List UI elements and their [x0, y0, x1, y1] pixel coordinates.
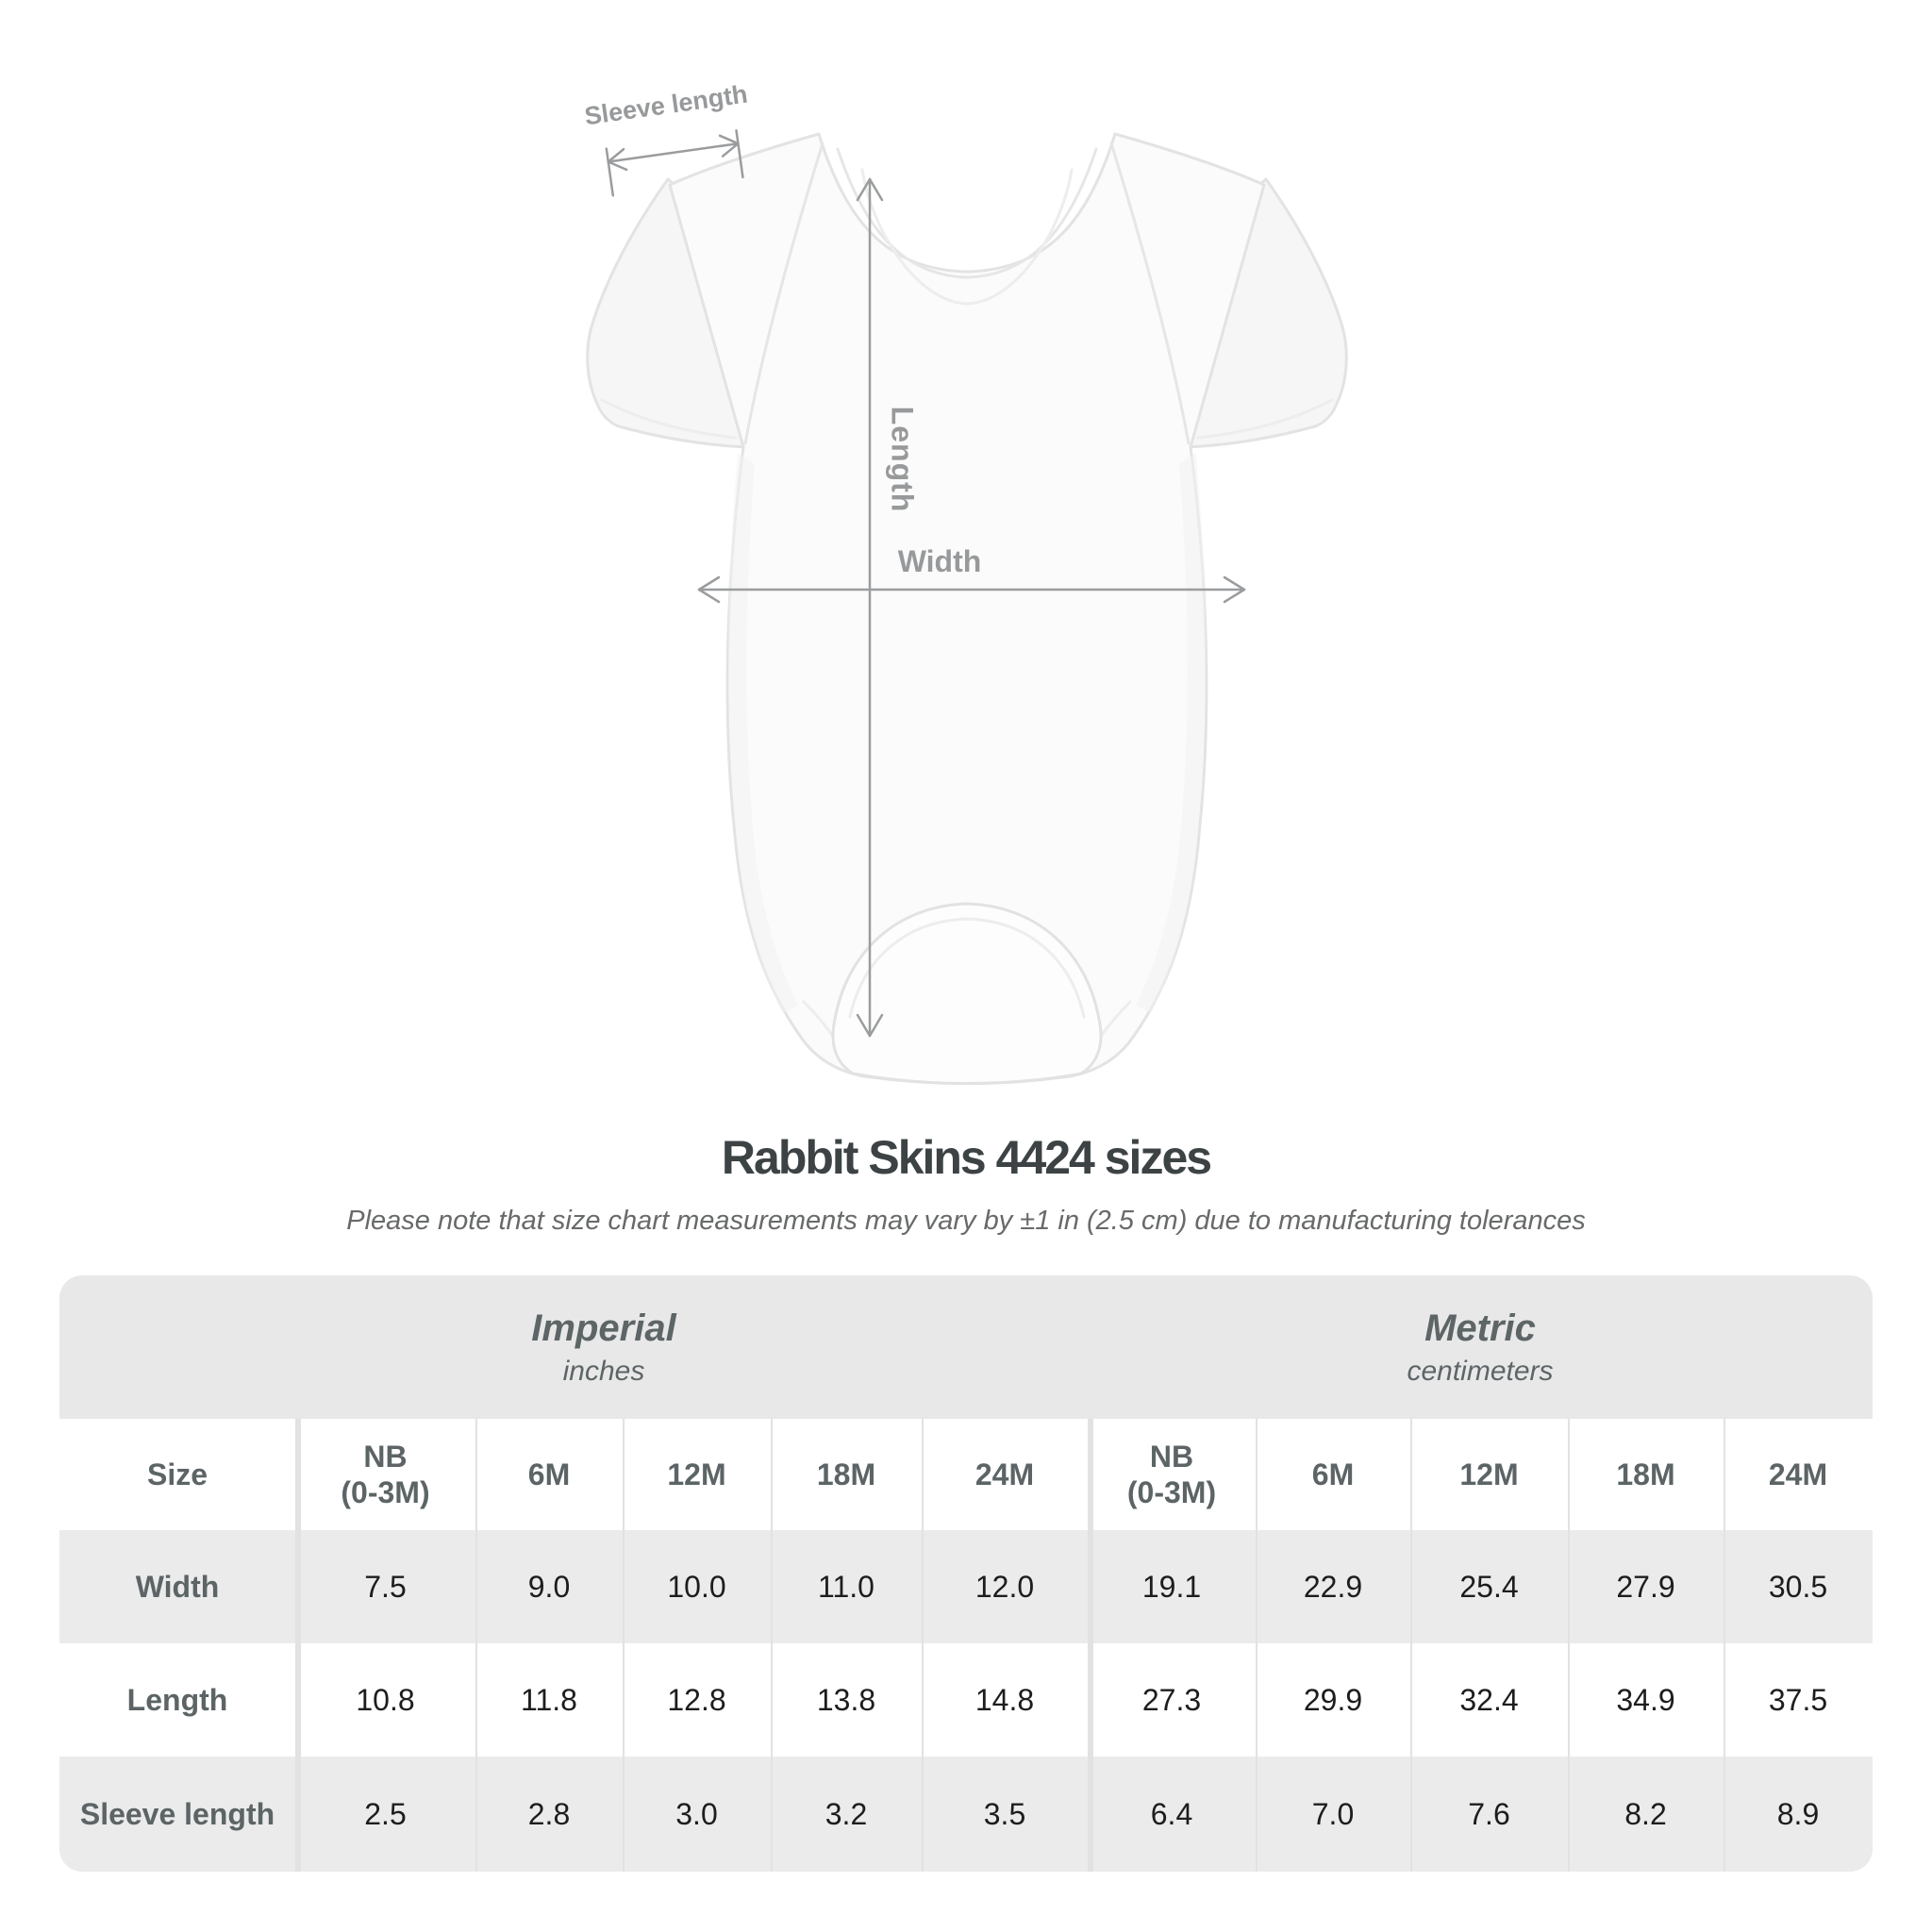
- left-sleeve: [586, 177, 762, 449]
- column-divider: [771, 1419, 773, 1872]
- col-header-nb-line2: (0-3M): [1126, 1475, 1217, 1509]
- length-arrowhead-top: [856, 177, 884, 202]
- table-cell: 10.0: [667, 1569, 726, 1604]
- col-header-imperial-24m: 24M: [974, 1457, 1035, 1491]
- col-header-metric-6m: 6M: [1311, 1457, 1355, 1491]
- crotch-snap-flap: [831, 902, 1103, 1085]
- unit-header-band: Imperial inches Metric centimeters: [59, 1275, 1873, 1419]
- table-cell: 3.5: [983, 1796, 1026, 1831]
- size-column-header: Size: [146, 1457, 208, 1491]
- metric-label: Metric: [1424, 1307, 1536, 1349]
- col-header-metric-12m: 12M: [1459, 1457, 1519, 1491]
- table-cell: 9.0: [527, 1569, 571, 1604]
- table-cell: 7.5: [364, 1569, 407, 1604]
- column-divider: [1568, 1419, 1570, 1872]
- imperial-sublabel: inches: [562, 1355, 645, 1387]
- table-cell: 37.5: [1768, 1682, 1828, 1717]
- left-lap-shoulder-seam: [743, 142, 824, 445]
- length-arrowhead-bottom: [856, 1013, 884, 1038]
- col-header-metric-nb: NB (0-3M): [1088, 1419, 1256, 1530]
- page-title: Rabbit Skins 4424 sizes: [721, 1131, 1212, 1184]
- row-label-sleeve-length: Sleeve length: [79, 1796, 275, 1831]
- column-divider: [922, 1419, 924, 1872]
- table-cell: 13.8: [816, 1682, 876, 1717]
- table-cell: 14.8: [974, 1682, 1035, 1717]
- table-cell: 8.9: [1776, 1796, 1820, 1831]
- unit-group-metric: Metric centimeters: [1088, 1275, 1873, 1419]
- col-header-imperial-nb: NB (0-3M): [295, 1419, 475, 1530]
- table-cell: 2.8: [527, 1796, 571, 1831]
- table-cell: 29.9: [1303, 1682, 1363, 1717]
- sleeve-length-label: Sleeve length: [583, 79, 750, 130]
- table-cell: 8.2: [1624, 1796, 1667, 1831]
- left-side-shading: [727, 453, 798, 1013]
- table-cell: 34.9: [1616, 1682, 1675, 1717]
- right-sleeve-hem: [1196, 398, 1334, 440]
- row-label-width: Width: [135, 1569, 220, 1604]
- length-label: Length: [886, 407, 920, 513]
- width-measurement: Width: [697, 544, 1246, 604]
- left-sleeve-hem: [600, 398, 738, 440]
- table-cell: 32.4: [1459, 1682, 1519, 1717]
- table-cell: 12.0: [974, 1569, 1035, 1604]
- column-divider: [623, 1419, 625, 1872]
- table-cell: 27.3: [1141, 1682, 1202, 1717]
- row-label-length: Length: [126, 1682, 228, 1717]
- unit-group-imperial: Imperial inches: [59, 1275, 1148, 1419]
- width-arrowhead-left: [697, 575, 721, 604]
- col-header-nb-line1: NB: [363, 1439, 408, 1474]
- divider-size-imperial: [295, 1419, 301, 1872]
- table-cell: 25.4: [1459, 1569, 1519, 1604]
- right-side-shading: [1136, 453, 1207, 1013]
- sleeve-length-arrow-line: [607, 142, 740, 163]
- neckline-inner-layer-seam: [860, 168, 1074, 306]
- column-divider: [1256, 1419, 1257, 1872]
- width-label: Width: [898, 544, 982, 578]
- column-divider: [475, 1419, 477, 1872]
- tolerance-note: Please note that size chart measurements…: [346, 1206, 1586, 1236]
- sleeve-length-tick-left: [605, 147, 615, 197]
- table-row-width: Width 7.5 9.0 10.0 11.0 12.0 19.1 22.9 2…: [59, 1530, 1873, 1643]
- size-table-grid: Size NB (0-3M) 6M 12M 18M 24M NB (0-3M) …: [59, 1419, 1873, 1872]
- garment-diagram: Length Width Sleeve length: [583, 79, 1348, 1085]
- right-lap-shoulder-seam: [1109, 142, 1191, 445]
- imperial-label: Imperial: [531, 1307, 676, 1349]
- neckline-binding-seam: [836, 147, 1098, 279]
- table-cell: 10.8: [356, 1682, 415, 1717]
- table-cell: 11.8: [521, 1682, 577, 1717]
- column-divider: [1410, 1419, 1412, 1872]
- table-cell: 6.4: [1150, 1796, 1193, 1831]
- table-cell: 19.1: [1141, 1569, 1202, 1604]
- col-header-metric-24m: 24M: [1768, 1457, 1828, 1491]
- metric-sublabel: centimeters: [1407, 1355, 1554, 1387]
- right-sleeve: [1172, 177, 1348, 449]
- table-cell: 7.6: [1468, 1796, 1510, 1831]
- table-cell: 30.5: [1768, 1569, 1828, 1604]
- table-row-length: Length 10.8 11.8 12.8 13.8 14.8 27.3 29.…: [59, 1643, 1873, 1757]
- table-cell: 11.0: [818, 1569, 874, 1604]
- table-cell: 27.9: [1616, 1569, 1675, 1604]
- divider-imperial-metric: [1088, 1419, 1093, 1872]
- size-table: Imperial inches Metric centimeters Size …: [59, 1275, 1873, 1872]
- col-header-nb-line1: NB: [1149, 1439, 1194, 1474]
- col-header-imperial-18m: 18M: [816, 1457, 876, 1491]
- column-divider: [1724, 1419, 1725, 1872]
- table-cell: 12.8: [667, 1682, 726, 1717]
- col-header-metric-18m: 18M: [1616, 1457, 1675, 1491]
- width-arrowhead-right: [1223, 575, 1246, 604]
- col-header-imperial-6m: 6M: [527, 1457, 571, 1491]
- col-header-nb-line2: (0-3M): [341, 1475, 430, 1509]
- table-cell: 7.0: [1311, 1796, 1355, 1831]
- table-cell: 2.5: [364, 1796, 407, 1831]
- sleeve-length-tick-right: [735, 129, 744, 179]
- col-header-imperial-12m: 12M: [667, 1457, 726, 1491]
- table-cell: 22.9: [1303, 1569, 1363, 1604]
- table-row-sleeve-length: Sleeve length 2.5 2.8 3.0 3.2 3.5 6.4 7.…: [59, 1757, 1873, 1872]
- bodysuit-torso: [668, 132, 1266, 1085]
- table-cell: 3.2: [824, 1796, 868, 1831]
- length-measurement: Length: [856, 177, 920, 1038]
- table-header-row: Size NB (0-3M) 6M 12M 18M 24M NB (0-3M) …: [59, 1419, 1873, 1530]
- table-cell: 3.0: [675, 1796, 718, 1831]
